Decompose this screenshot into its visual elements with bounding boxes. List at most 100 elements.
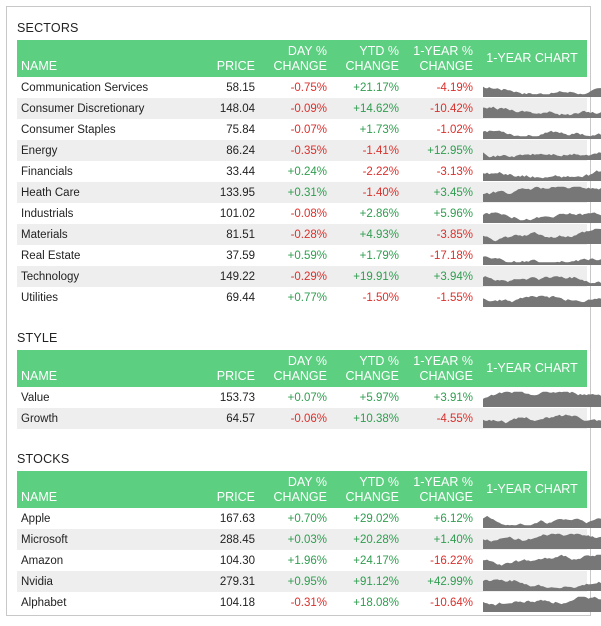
row-day-change: -0.06% — [290, 412, 327, 425]
row-year-change: -10.64% — [430, 596, 473, 609]
header-price-label: PRICE — [216, 369, 255, 383]
row-name: Nvidia — [21, 575, 53, 588]
sparkline-area — [483, 275, 601, 286]
row-ytd-change: +20.28% — [353, 533, 399, 546]
header-day-change-line1: DAY % — [287, 43, 327, 58]
header-ytd-change-line1: YTD % — [359, 474, 399, 489]
sparkline-chart — [483, 295, 601, 307]
row-year-change: -4.19% — [436, 81, 473, 94]
sparkline-chart — [483, 186, 601, 202]
header-1year-change-line1: 1-YEAR % — [413, 474, 473, 489]
row-sparkline — [477, 140, 601, 161]
row-price: 149.22 — [219, 270, 255, 283]
sparkline-area — [483, 186, 601, 202]
row-year-change: -3.13% — [436, 165, 473, 178]
row-name: Financials — [21, 165, 73, 178]
header-ytd-change: YTD % CHANGE — [331, 40, 403, 77]
row-ytd-change: +29.02% — [353, 512, 399, 525]
header-name: NAME — [21, 490, 58, 504]
row-day-change: +0.59% — [287, 249, 327, 262]
row-sparkline — [477, 550, 601, 571]
style-table: NAME PRICE DAY % CHANGE YTD % CHANGE 1-YEAR % C… — [17, 350, 601, 429]
row-ytd-change: +18.08% — [353, 596, 399, 609]
row-price: 33.44 — [226, 165, 255, 178]
header-name: NAME — [21, 59, 58, 73]
header-price-label: PRICE — [216, 59, 255, 73]
sparkline-area — [483, 228, 601, 244]
sparkline-chart — [483, 554, 601, 570]
row-name: Growth — [21, 412, 59, 425]
row-name: Utilities — [21, 291, 59, 304]
header-ytd-change-line2: CHANGE — [345, 368, 399, 383]
row-price: 58.15 — [226, 81, 255, 94]
sparkline-chart — [483, 515, 601, 528]
row-name: Consumer Staples — [21, 123, 116, 136]
row-day-change: -0.31% — [290, 596, 327, 609]
row-ytd-change: +1.73% — [359, 123, 399, 136]
row-year-change: +3.94% — [433, 270, 473, 283]
row-price: 81.51 — [226, 228, 255, 241]
header-day-change-line2: CHANGE — [273, 368, 327, 383]
row-ytd-change: -1.41% — [362, 144, 399, 157]
table-row: Apple 167.63 +0.70% +29.02% +6.12% — [17, 508, 601, 529]
header-price-label: PRICE — [216, 490, 255, 504]
header-price: PRICE — [201, 471, 259, 508]
sparkline-area — [483, 169, 601, 181]
sparkline-area — [483, 391, 601, 407]
row-sparkline — [477, 245, 601, 266]
row-sparkline — [477, 98, 601, 119]
section-title: SECTORS — [17, 21, 79, 35]
row-ytd-change: +10.38% — [353, 412, 399, 425]
row-ytd-change: +24.17% — [353, 554, 399, 567]
sparkline-area — [483, 414, 601, 428]
row-price: 288.45 — [219, 533, 255, 546]
row-name: Microsoft — [21, 533, 68, 546]
row-name: Apple — [21, 512, 51, 525]
row-price: 104.30 — [219, 554, 255, 567]
row-ytd-change: -1.50% — [362, 291, 399, 304]
header-ytd-change-line1: YTD % — [359, 353, 399, 368]
header-day-change-line1: DAY % — [287, 353, 327, 368]
header-day-change-line2: CHANGE — [273, 489, 327, 504]
style-table-body: Value 153.73 +0.07% +5.97% +3.91% Growth 64.57… — [17, 387, 601, 429]
row-day-change: +0.77% — [287, 291, 327, 304]
row-year-change: -1.55% — [436, 291, 473, 304]
market-tables-panel: SECTORS NAME PRICE DAY % CHANGE YTD % CHANGE 1… — [6, 6, 601, 616]
row-day-change: -0.35% — [290, 144, 327, 157]
row-day-change: -0.29% — [290, 270, 327, 283]
row-day-change: +0.24% — [287, 165, 327, 178]
row-day-change: -0.28% — [290, 228, 327, 241]
row-year-change: +3.45% — [433, 186, 473, 199]
table-row: Consumer Staples 75.84 -0.07% +1.73% -1.02% — [17, 119, 601, 140]
table-header-row: NAME PRICE DAY % CHANGE YTD % CHANGE 1-YEAR % C… — [17, 350, 587, 387]
row-price: 153.73 — [219, 391, 255, 404]
sectors-section: SECTORS NAME PRICE DAY % CHANGE YTD % CHANGE 1… — [17, 20, 601, 308]
header-ytd-change-line2: CHANGE — [345, 58, 399, 73]
table-row: Energy 86.24 -0.35% -1.41% +12.95% — [17, 140, 601, 161]
row-name: Value — [21, 391, 50, 404]
header-1year-chart: 1-YEAR CHART — [486, 51, 578, 65]
row-sparkline — [477, 182, 601, 203]
row-price: 148.04 — [219, 102, 255, 115]
row-year-change: +5.96% — [433, 207, 473, 220]
row-year-change: -17.18% — [430, 249, 473, 262]
row-year-change: -10.42% — [430, 102, 473, 115]
row-sparkline — [477, 77, 601, 98]
row-sparkline — [477, 224, 601, 245]
sparkline-chart — [483, 106, 601, 118]
sectors-table: NAME PRICE DAY % CHANGE YTD % CHANGE 1-YEAR % C… — [17, 40, 601, 308]
row-sparkline — [477, 571, 601, 592]
row-price: 279.31 — [219, 575, 255, 588]
row-year-change: +42.99% — [427, 575, 473, 588]
row-ytd-change: -1.40% — [362, 186, 399, 199]
header-1year-change-line1: 1-YEAR % — [413, 43, 473, 58]
sparkline-area — [483, 578, 601, 591]
sparkline-chart — [483, 169, 601, 181]
table-row: Financials 33.44 +0.24% -2.22% -3.13% — [17, 161, 601, 182]
sparkline-area — [483, 86, 601, 97]
row-price: 133.95 — [219, 186, 255, 199]
sparkline-area — [483, 596, 601, 612]
sparkline-chart — [483, 414, 601, 428]
row-name: Real Estate — [21, 249, 81, 262]
sparkline-chart — [483, 228, 601, 244]
